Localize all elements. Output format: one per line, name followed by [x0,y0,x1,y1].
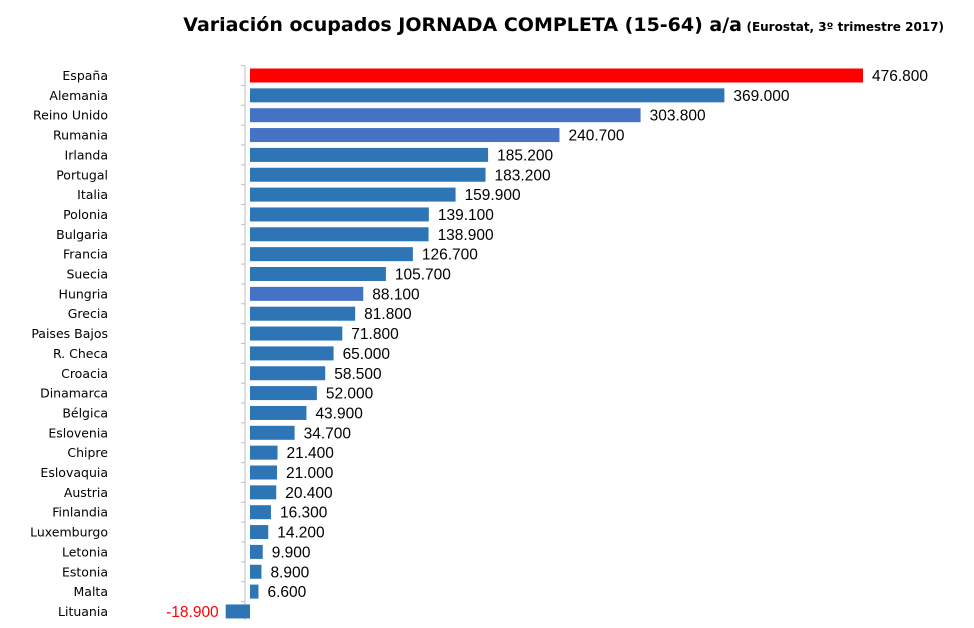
category-label: Paises Bajos [31,326,108,341]
data-label: 43.900 [315,405,363,422]
data-label: 9.900 [272,544,311,561]
data-label: 139.100 [438,207,494,224]
category-label: Alemania [49,88,108,103]
bar [250,386,317,401]
bar [250,167,486,182]
category-label: Eslovenia [48,425,108,440]
category-label: Francia [63,247,108,262]
data-label: 21.400 [287,445,335,462]
category-label: Chipre [67,445,108,460]
bar [250,485,277,500]
category-label: Rumania [53,128,108,143]
bar [250,207,429,222]
data-label: 6.600 [267,584,306,601]
data-label: 14.200 [277,525,325,542]
data-label: 81.800 [364,306,412,323]
category-label: Portugal [56,167,108,182]
data-label: 71.800 [351,326,399,343]
category-label: Austria [64,485,108,500]
category-label: R. Checa [53,346,108,361]
data-label: 8.900 [270,564,309,581]
category-label: Eslovaquia [40,465,108,480]
bar [250,326,343,341]
category-label: Letonia [62,544,108,559]
category-label: Croacia [61,366,108,381]
bar [250,306,356,321]
data-label: 476.800 [872,68,928,85]
bar [250,584,259,599]
data-label: 183.200 [495,167,551,184]
bar [250,187,456,202]
data-label: 159.900 [465,187,521,204]
data-label: 88.100 [372,286,420,303]
data-label: 20.400 [285,485,333,502]
data-label: 16.300 [280,505,328,522]
bar [250,564,262,579]
category-label: Grecia [68,306,108,321]
chart-title-main: Variación ocupados JORNADA COMPLETA (15-… [183,14,742,36]
category-label: Italia [77,187,108,202]
category-label: España [62,68,108,83]
data-label: 126.700 [422,247,478,264]
chart-title-subtitle: (Eurostat, 3º trimestre 2017) [746,20,944,34]
data-label: 185.200 [497,147,553,164]
data-label: 58.500 [334,366,382,383]
data-label: 240.700 [568,128,624,145]
category-label: Irlanda [65,147,108,162]
bar [250,405,307,420]
chart-title: Variación ocupados JORNADA COMPLETA (15-… [0,14,944,36]
data-label: 369.000 [733,88,789,105]
bar [250,366,326,381]
bar [250,465,277,480]
bar [250,108,641,123]
bar [225,604,250,619]
category-label: Suecia [66,267,108,282]
category-label: Bulgaria [56,227,108,242]
bar [250,286,364,301]
bar [250,147,489,162]
category-label: Malta [74,584,108,599]
data-label: 105.700 [395,267,451,284]
data-label: 21.000 [286,465,334,482]
data-label: 52.000 [326,386,374,403]
data-label: 303.800 [650,108,706,125]
category-label: Hungria [59,286,108,301]
bar [250,227,429,242]
category-label: Dinamarca [40,386,108,401]
category-label: Reino Unido [33,108,108,123]
category-label: Bélgica [62,405,108,420]
bar [250,505,271,520]
data-label: 138.900 [438,227,494,244]
bar [250,88,725,103]
category-label: Luxemburgo [30,525,108,540]
data-label: 34.700 [304,425,352,442]
bar [250,68,863,83]
bar [250,425,295,440]
category-label: Lituania [58,604,108,619]
data-label: 65.000 [343,346,391,363]
bar [250,128,560,143]
bar [250,247,413,262]
bar [250,445,278,460]
bar [250,544,263,559]
category-label: Estonia [62,564,108,579]
data-label: -18.900 [166,604,219,621]
category-label: Finlandia [52,505,108,520]
category-label: Polonia [63,207,108,222]
bar [250,525,269,540]
bar [250,346,334,361]
bar [250,267,386,281]
